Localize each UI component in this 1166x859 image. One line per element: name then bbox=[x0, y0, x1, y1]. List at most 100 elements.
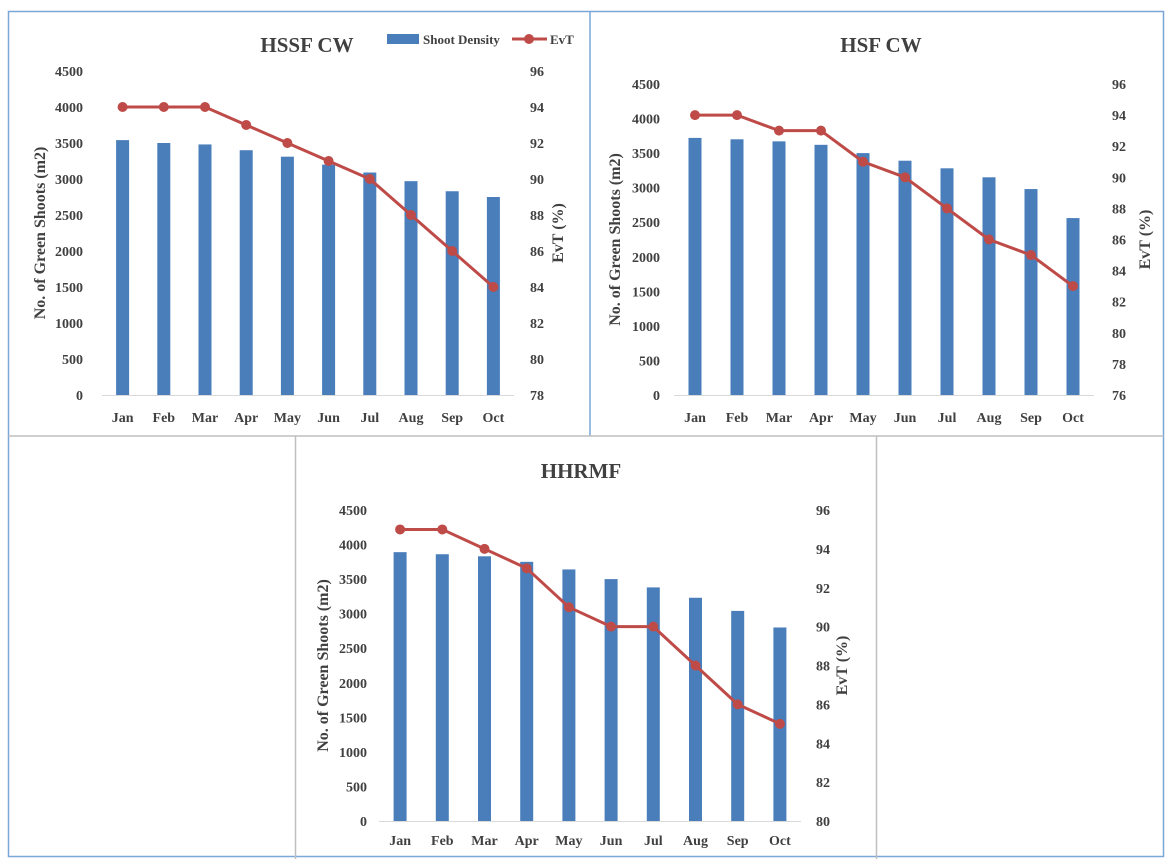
point-evt bbox=[690, 110, 700, 121]
y2-tick-label: 84 bbox=[816, 737, 830, 752]
x-tick-label: Feb bbox=[726, 411, 749, 426]
point-evt bbox=[200, 102, 210, 112]
bar-shoot-density bbox=[731, 610, 745, 821]
point-evt bbox=[858, 156, 868, 167]
y-tick-label: 4500 bbox=[55, 65, 83, 80]
y-tick-label: 4500 bbox=[632, 78, 660, 93]
line-evt bbox=[122, 105, 495, 289]
chart-title: HSSF CW bbox=[260, 33, 353, 57]
y-tick-label: 0 bbox=[360, 815, 367, 830]
x-tick-label: Sep bbox=[727, 834, 749, 849]
bar-shoot-density bbox=[198, 144, 212, 395]
y2-tick-label: 94 bbox=[530, 101, 544, 116]
y2-tick-label: 90 bbox=[1112, 171, 1126, 186]
bar-shoot-density bbox=[730, 139, 744, 395]
x-tick-label: May bbox=[849, 411, 876, 426]
x-tick-label: Aug bbox=[399, 411, 424, 426]
line-evt bbox=[695, 113, 1074, 288]
y2-tick-label: 94 bbox=[1112, 109, 1126, 124]
point-evt bbox=[563, 602, 574, 613]
x-tick-label: Jan bbox=[389, 834, 411, 849]
bar-shoot-density bbox=[116, 140, 130, 395]
legend-marker-evt bbox=[524, 34, 534, 44]
point-evt bbox=[606, 621, 617, 632]
bar-shoot-density bbox=[604, 579, 618, 821]
point-evt bbox=[447, 246, 458, 256]
y2-tick-label: 90 bbox=[816, 621, 830, 636]
point-evt bbox=[395, 524, 406, 535]
x-tick-label: Apr bbox=[809, 411, 833, 426]
point-evt bbox=[282, 138, 293, 148]
bar-shoot-density bbox=[1066, 218, 1080, 395]
point-evt bbox=[406, 210, 416, 220]
y-axis-title: No. of Green Shoots (m2) bbox=[32, 147, 49, 320]
x-tick-label: Sep bbox=[1020, 411, 1042, 426]
line-evt bbox=[400, 527, 781, 726]
y2-tick-label: 80 bbox=[1112, 327, 1126, 342]
y-tick-label: 3500 bbox=[632, 147, 660, 162]
x-tick-label: Jul bbox=[360, 411, 379, 426]
bar-shoot-density bbox=[280, 156, 294, 395]
point-evt bbox=[488, 282, 499, 292]
y-tick-label: 2500 bbox=[339, 642, 367, 657]
y2-axis-title: EvT (%) bbox=[550, 203, 567, 263]
point-evt bbox=[158, 102, 169, 112]
y-tick-label: 3000 bbox=[55, 173, 83, 188]
y2-tick-label: 78 bbox=[530, 389, 544, 404]
point-evt bbox=[900, 172, 910, 183]
x-tick-label: Jan bbox=[112, 411, 134, 426]
bar-shoot-density bbox=[435, 554, 449, 821]
chart-panel-hhrmf: HHRMF 0 500 1000 1500 2000 2500 3000 3500 4000 450… bbox=[296, 438, 876, 859]
y2-tick-label: 86 bbox=[530, 245, 544, 260]
bar-shoot-density bbox=[520, 561, 534, 821]
y-tick-label: 4500 bbox=[339, 504, 367, 519]
bar-shoot-density bbox=[898, 160, 912, 395]
point-evt bbox=[942, 203, 952, 214]
bar-shoot-density bbox=[322, 164, 336, 395]
bar-shoot-density bbox=[689, 597, 702, 821]
y2-tick-label: 82 bbox=[816, 776, 830, 791]
y2-tick-label: 96 bbox=[530, 65, 544, 80]
point-evt bbox=[816, 125, 826, 136]
y2-tick-label: 80 bbox=[816, 815, 830, 830]
chart-hsf-cw: HSF CW 0 500 1000 1500 2000 2500 3000 3500 4000 45… bbox=[607, 33, 1154, 426]
legend-label-evt: EvT bbox=[550, 32, 574, 47]
point-evt bbox=[241, 120, 252, 130]
y-tick-label: 4000 bbox=[632, 113, 660, 128]
y-tick-label: 500 bbox=[346, 780, 367, 795]
y2-tick-label: 78 bbox=[1112, 358, 1126, 373]
y2-tick-label: 84 bbox=[1112, 265, 1126, 280]
point-evt bbox=[1026, 250, 1036, 261]
y2-tick-label: 96 bbox=[1112, 78, 1126, 93]
bar-shoot-density bbox=[940, 168, 954, 395]
x-tick-label: Jul bbox=[644, 834, 663, 849]
y2-tick-label: 82 bbox=[1112, 296, 1126, 311]
chart-title: HHRMF bbox=[541, 459, 621, 483]
y-tick-label: 2000 bbox=[632, 251, 660, 266]
bar-shoot-density bbox=[239, 150, 253, 395]
x-tick-label: Mar bbox=[192, 411, 218, 426]
x-tick-label: Jul bbox=[938, 411, 957, 426]
y2-tick-label: 86 bbox=[1112, 234, 1126, 249]
y2-tick-label: 88 bbox=[816, 660, 830, 675]
y-tick-label: 3500 bbox=[339, 573, 367, 588]
x-tick-label: May bbox=[555, 834, 582, 849]
y2-tick-label: 92 bbox=[1112, 140, 1126, 155]
bar-shoot-density bbox=[486, 197, 500, 395]
chart-hssf-cw: HSSF CW 0 500 1000 1500 2000 2500 3000 3500 4000 4… bbox=[32, 32, 574, 426]
x-tick-label: May bbox=[274, 411, 301, 426]
y-tick-label: 2000 bbox=[339, 677, 367, 692]
y-axis-title: No. of Green Shoots (m2) bbox=[315, 579, 332, 752]
y2-tick-label: 88 bbox=[530, 209, 544, 224]
x-tick-label: Apr bbox=[234, 411, 258, 426]
bar-shoot-density bbox=[157, 143, 171, 395]
bar-shoot-density bbox=[363, 172, 377, 395]
point-evt bbox=[1068, 281, 1078, 292]
point-evt bbox=[648, 621, 659, 632]
x-tick-label: Mar bbox=[766, 411, 792, 426]
legend-swatch-shoot-density bbox=[387, 34, 419, 44]
y2-tick-label: 94 bbox=[816, 543, 830, 558]
bar-shoot-density bbox=[772, 141, 786, 395]
y-tick-label: 3000 bbox=[632, 182, 660, 197]
